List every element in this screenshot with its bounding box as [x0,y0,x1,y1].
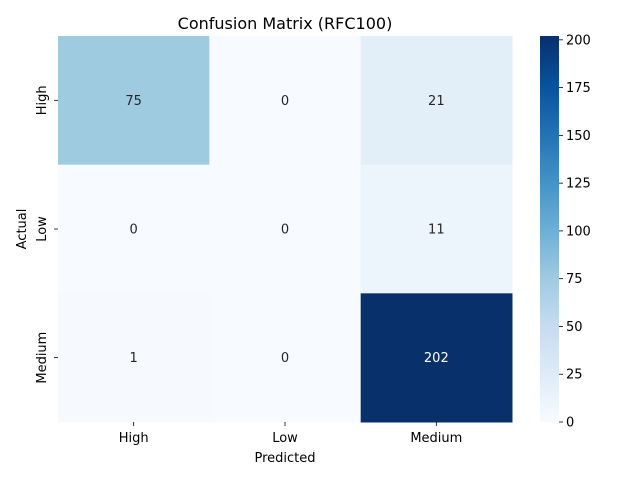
heatmap-cell-0-0 [58,36,210,166]
colorbar-tick-label: 150 [566,129,591,144]
chart-title: Confusion Matrix (RFC100) [178,14,393,33]
y-tick-label: Low [35,216,50,242]
colorbar-tick-label: 25 [566,368,583,383]
colorbar-tick-label: 75 [566,272,583,287]
heatmap-cell-labels: 75 0 210 0 111 0 202 [125,94,448,366]
x-tick-label: Medium [410,431,462,446]
heatmap-cell-0-2 [360,36,513,166]
y-tick-label: Medium [35,332,50,384]
heatmap-cell-1-1 [209,164,362,294]
x-tick-label: High [119,431,149,446]
x-axis-ticks: High Low Medium [119,422,462,446]
x-tick-label: Low [272,431,298,446]
heatmap-cell-0-1 [209,36,362,166]
heatmap-cells [58,36,513,423]
y-axis-ticks: High Low Medium [35,85,58,384]
cell-value-label: 11 [428,223,445,238]
cell-value-label: 202 [424,351,449,366]
y-tick-label: High [35,85,50,115]
colorbar-tick-label: 125 [566,177,591,192]
cell-value-label: 0 [130,223,138,238]
colorbar [540,36,559,422]
colorbar-tick-label: 175 [566,81,591,96]
cell-value-label: 1 [130,351,138,366]
heatmap-cell-1-2 [360,164,513,294]
cell-value-label: 21 [428,94,445,109]
colorbar-ticks: 0 25 50 75 100 125 150 175 200 [559,33,591,431]
colorbar-tick-label: 50 [566,320,583,335]
cell-value-label: 0 [281,94,289,109]
heatmap-cell-2-0 [58,293,210,423]
heatmap-cell-2-2 [360,293,513,423]
colorbar-tick-label: 0 [566,416,574,431]
colorbar-tick-label: 100 [566,224,591,239]
heatmap-cell-1-0 [58,164,210,294]
x-axis-label: Predicted [254,451,315,466]
y-axis-label: Actual [15,209,30,250]
cell-value-label: 0 [281,223,289,238]
colorbar-tick-label: 200 [566,33,591,48]
heatmap-cell-2-1 [209,293,362,423]
cell-value-label: 0 [281,351,289,366]
cell-value-label: 75 [125,94,142,109]
